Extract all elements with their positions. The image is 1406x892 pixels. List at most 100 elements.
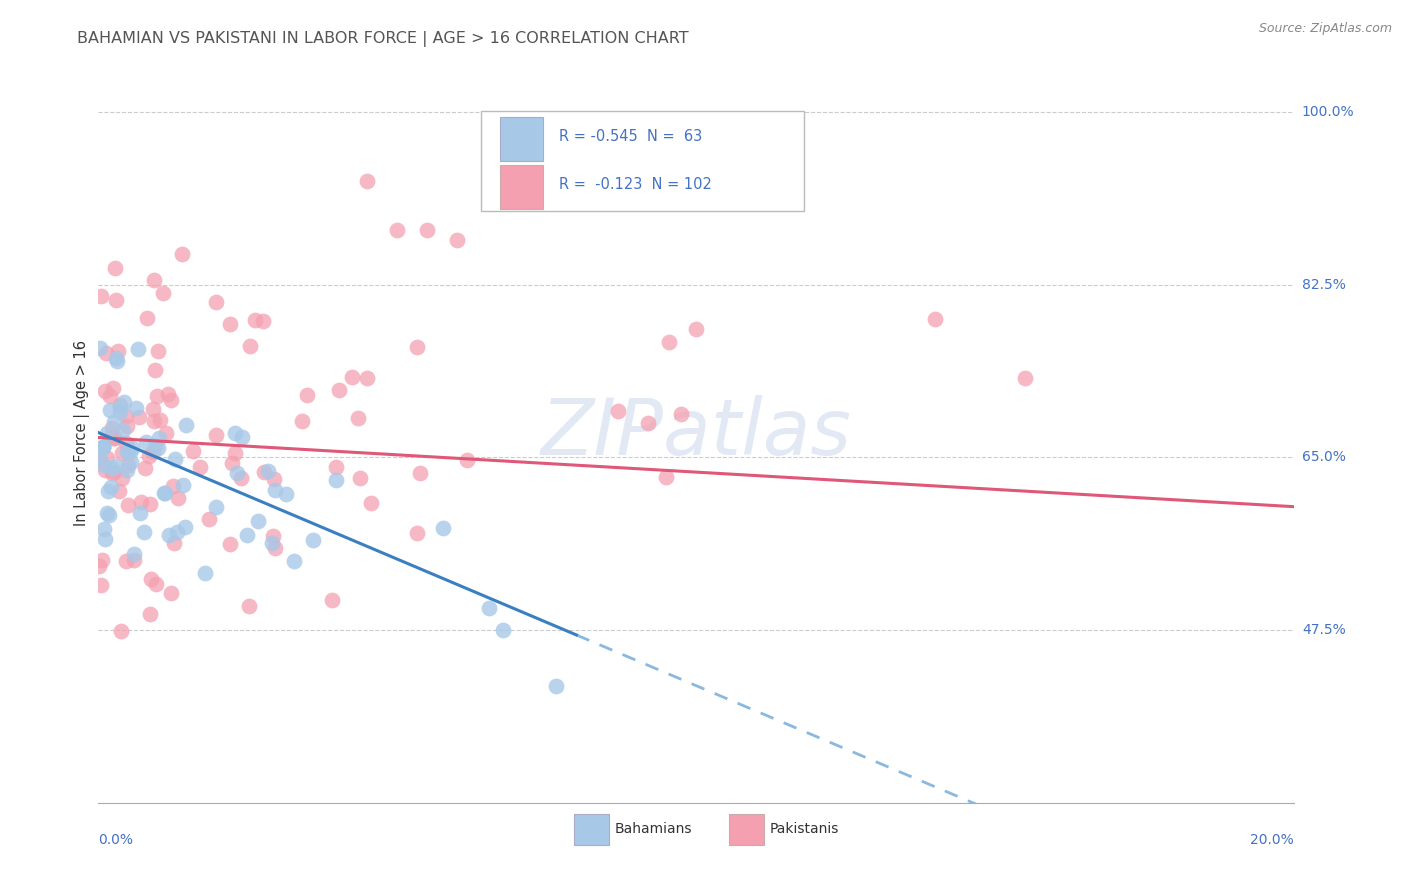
Point — [117, 499, 139, 513]
Point — [492, 623, 515, 637]
Point — [416, 223, 439, 237]
Point — [128, 410, 150, 425]
Point — [134, 461, 156, 475]
Point — [152, 486, 174, 500]
Point — [94, 384, 117, 399]
Point — [159, 392, 181, 407]
Point — [101, 461, 124, 475]
Point — [142, 401, 165, 416]
Point — [188, 460, 211, 475]
Point — [129, 495, 152, 509]
Point — [637, 417, 659, 431]
Point — [205, 500, 228, 515]
Point — [105, 351, 128, 365]
Point — [117, 458, 139, 473]
Point — [87, 450, 110, 465]
Point — [132, 525, 155, 540]
Text: R = -0.545  N =  63: R = -0.545 N = 63 — [558, 129, 702, 145]
Point — [658, 335, 681, 350]
Point — [145, 577, 167, 591]
Point — [110, 400, 132, 414]
Point — [153, 486, 176, 500]
Point — [544, 679, 567, 693]
FancyBboxPatch shape — [481, 111, 804, 211]
Point — [221, 456, 243, 470]
Point — [111, 446, 134, 460]
Point — [91, 440, 114, 454]
Point — [347, 410, 370, 425]
Point — [146, 343, 169, 358]
Point — [262, 536, 284, 550]
Point — [122, 553, 145, 567]
Point — [129, 506, 152, 520]
Point — [432, 521, 454, 535]
Text: R =  -0.123  N = 102: R = -0.123 N = 102 — [558, 178, 711, 193]
Point — [121, 441, 143, 455]
Point — [283, 554, 305, 568]
Point — [100, 428, 122, 442]
Point — [231, 430, 253, 444]
Point — [91, 440, 114, 454]
Point — [1014, 371, 1036, 385]
Point — [163, 536, 186, 550]
Point — [239, 339, 262, 353]
Point — [89, 341, 111, 355]
Point — [238, 599, 260, 614]
Point — [112, 395, 135, 409]
Point — [90, 578, 112, 592]
Point — [96, 506, 118, 520]
Text: Pakistanis: Pakistanis — [770, 822, 839, 837]
Point — [160, 586, 183, 600]
Point — [117, 463, 139, 477]
Point — [166, 524, 188, 539]
Point — [231, 471, 253, 485]
Point — [107, 484, 129, 499]
Point — [291, 415, 314, 429]
Point — [264, 483, 287, 497]
Point — [104, 261, 127, 276]
Point — [301, 533, 323, 548]
Point — [110, 624, 132, 638]
Point — [98, 508, 121, 522]
Text: 65.0%: 65.0% — [1302, 450, 1346, 465]
Point — [136, 310, 159, 325]
Point — [91, 440, 114, 454]
Point — [115, 419, 138, 434]
Point — [127, 342, 149, 356]
Point — [101, 421, 124, 435]
Point — [115, 445, 138, 459]
Point — [100, 480, 122, 494]
Point — [263, 472, 285, 486]
Point — [108, 398, 131, 412]
Point — [172, 477, 194, 491]
FancyBboxPatch shape — [501, 165, 543, 209]
Point — [91, 552, 114, 566]
Point — [120, 455, 142, 469]
Point — [114, 436, 136, 450]
Point — [165, 452, 187, 467]
Point — [218, 318, 240, 332]
Point — [90, 289, 112, 303]
Point — [94, 532, 117, 546]
Y-axis label: In Labor Force | Age > 16: In Labor Force | Age > 16 — [75, 340, 90, 525]
Point — [146, 389, 169, 403]
Point — [252, 314, 274, 328]
Text: ZIPatlas: ZIPatlas — [540, 394, 852, 471]
Point — [148, 431, 170, 445]
Point — [157, 527, 180, 541]
Point — [243, 313, 266, 327]
Text: Source: ZipAtlas.com: Source: ZipAtlas.com — [1258, 22, 1392, 36]
Point — [321, 593, 343, 607]
Point — [103, 432, 125, 446]
Point — [101, 467, 124, 481]
Point — [96, 451, 118, 466]
Point — [356, 174, 378, 188]
Point — [105, 293, 128, 307]
Point — [924, 312, 946, 326]
FancyBboxPatch shape — [730, 814, 763, 845]
Text: 82.5%: 82.5% — [1302, 277, 1346, 292]
Point — [219, 537, 242, 551]
Point — [142, 273, 165, 287]
Point — [198, 511, 221, 525]
Point — [446, 233, 468, 247]
